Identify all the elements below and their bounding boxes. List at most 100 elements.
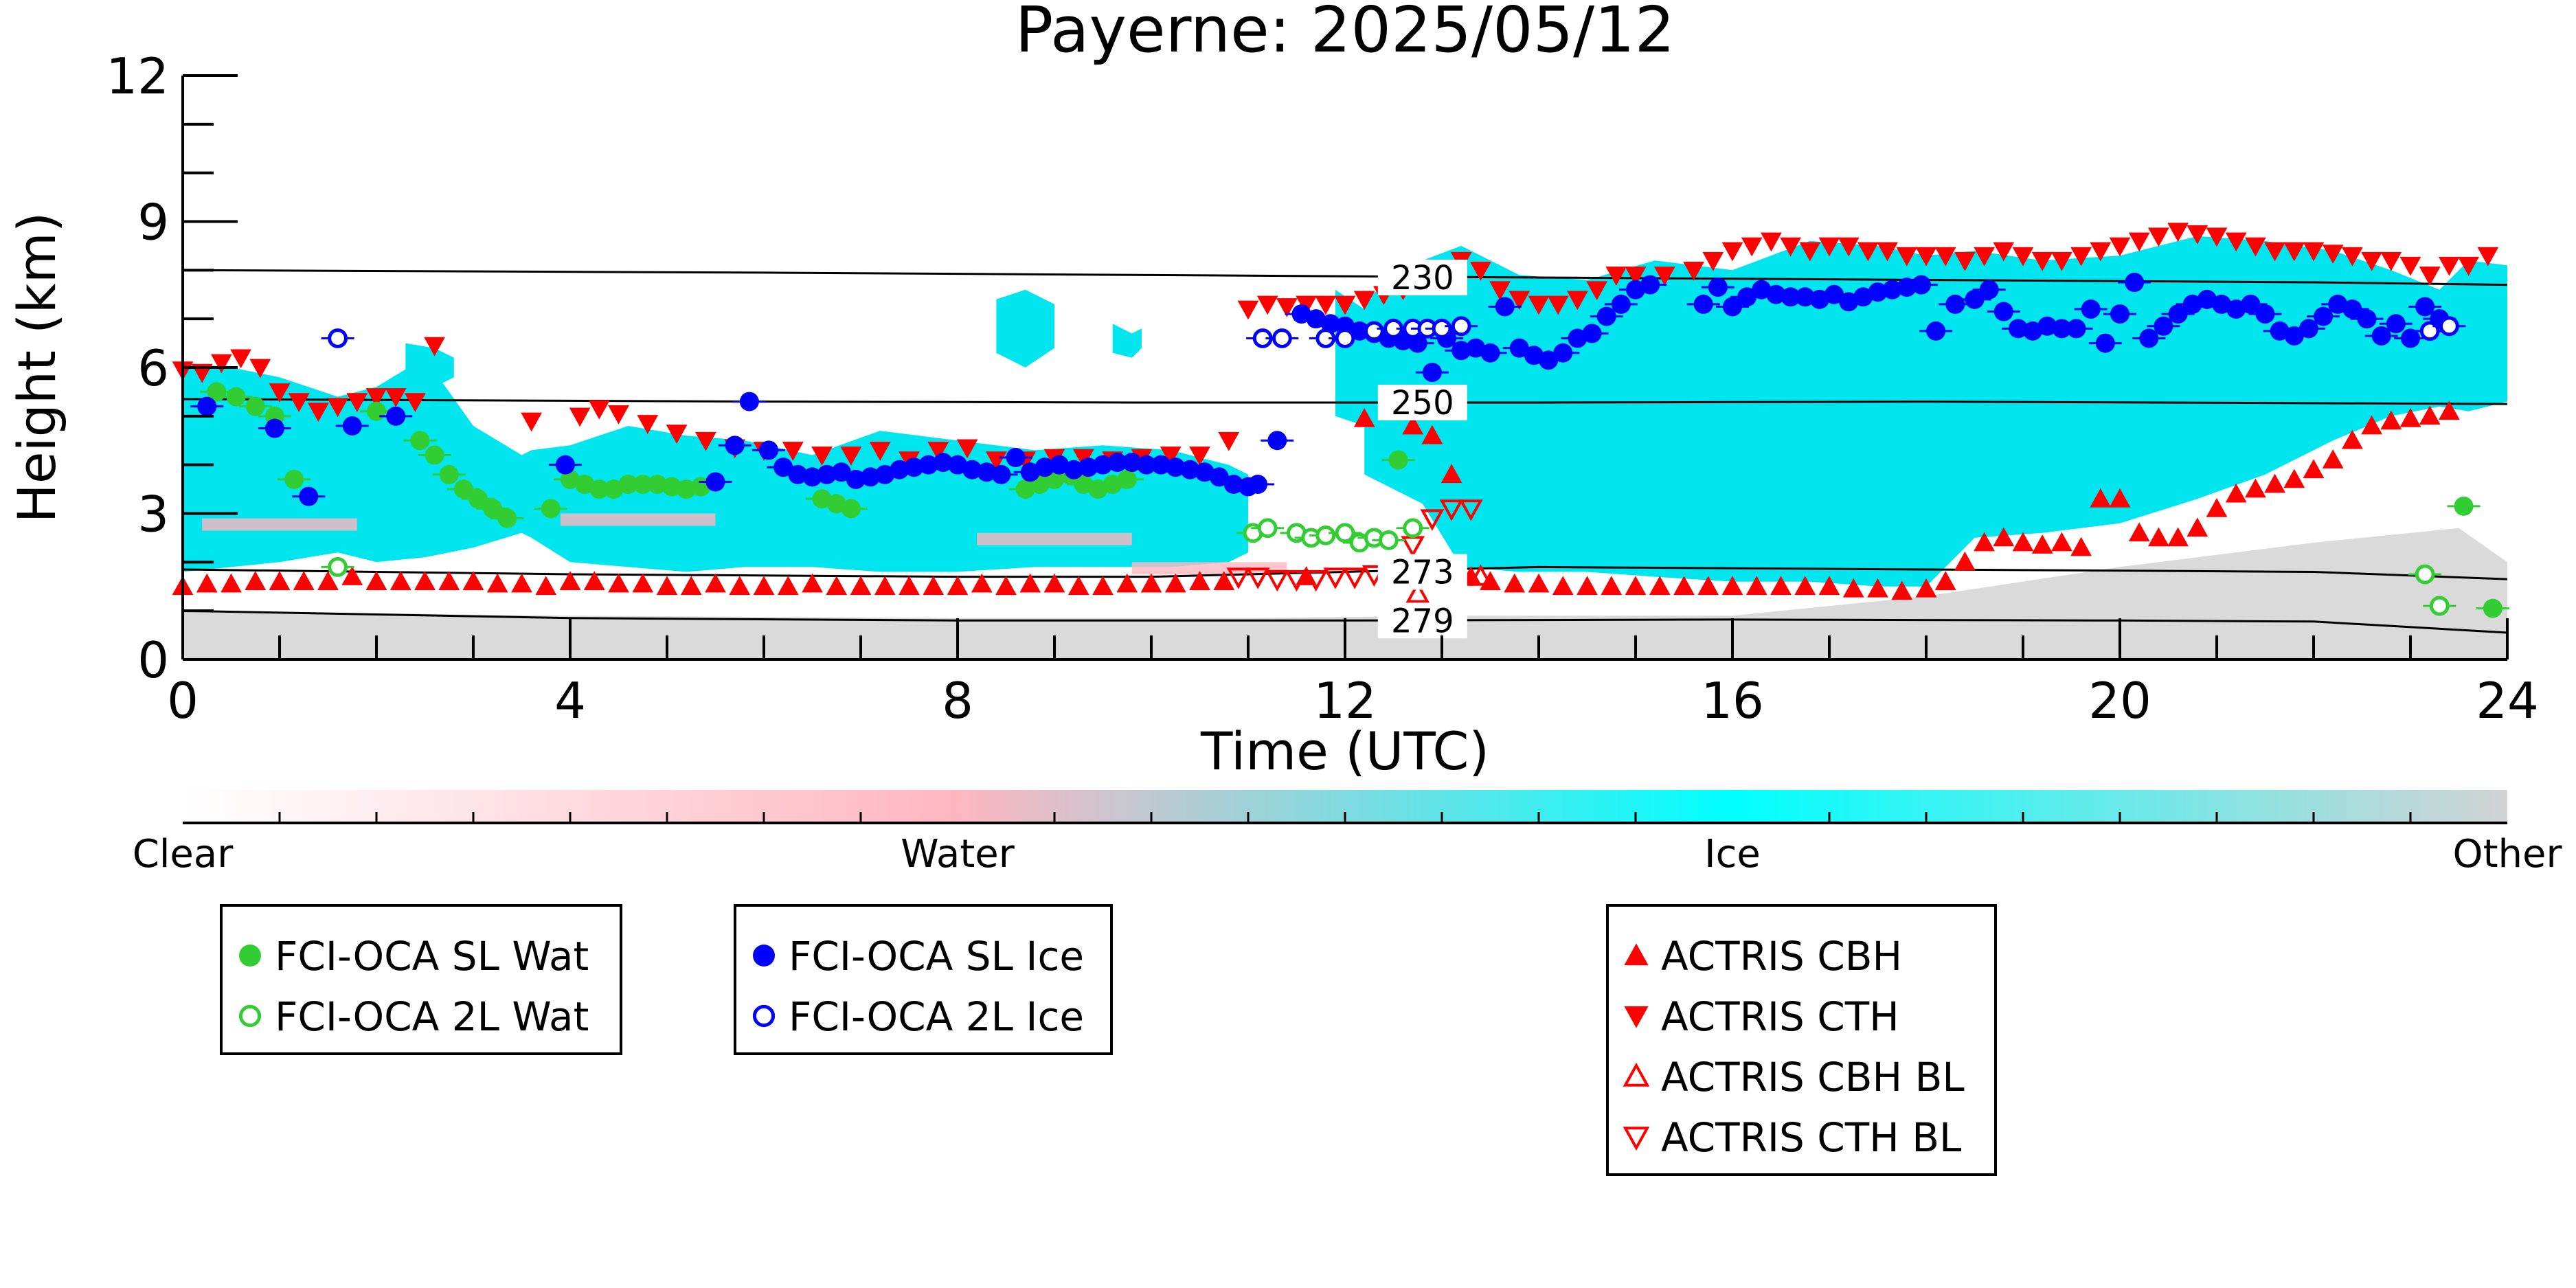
actris-cbh-point — [1402, 415, 1424, 435]
actris-cth-point — [1625, 267, 1647, 286]
actris-cth-point — [2322, 245, 2344, 264]
x-tick-label: 16 — [1701, 672, 1764, 730]
legend-label-actris-cbh: ACTRIS CBH — [1661, 933, 1902, 980]
chart-title: Payerne: 2025/05/12 — [1015, 0, 1675, 67]
legend-frame — [1606, 904, 1997, 1176]
fci-oca-sl-ice-point — [705, 472, 725, 492]
actris-cbh-point — [874, 576, 896, 596]
fci-oca-sl-ice-point — [1553, 343, 1573, 363]
fci-oca-sl-wat-point — [425, 445, 444, 465]
y-tick-label: 6 — [137, 339, 169, 397]
fci-oca-sl-ice-point — [1035, 457, 1054, 477]
colorbar-label-ice: Ice — [1704, 832, 1761, 877]
actris-cth-point — [2245, 237, 2266, 257]
actris-cbh-point — [1164, 573, 1186, 593]
actris-cbh-point — [705, 573, 726, 593]
actris-cth-point — [211, 354, 232, 374]
cloud-region-ice — [996, 289, 1054, 368]
actris-cth-point — [2187, 225, 2208, 245]
actris-cbh-point — [729, 576, 751, 596]
actris-cbh-point — [365, 571, 387, 590]
actris-cbh-point — [1601, 576, 1623, 596]
actris-cth-point — [1160, 447, 1182, 466]
actris-cth-point — [956, 439, 978, 459]
actris-cth-point — [1072, 449, 1094, 468]
actris-cbh-point — [995, 576, 1017, 596]
isotherm-line-279 — [183, 609, 2507, 634]
fci-oca-sl-ice-point — [890, 460, 909, 479]
fci-oca-sl-ice-point — [299, 486, 319, 506]
isotherm-layer — [183, 269, 2507, 634]
fci-oca-sl-ice-point — [1611, 294, 1631, 314]
fci-oca-sl-wat-point — [439, 464, 459, 484]
legend-marker-actris-cth-bl — [1623, 1127, 1650, 1151]
fci-oca-sl-ice-point — [1151, 455, 1171, 475]
fci-oca-sl-ice-point — [2241, 294, 2261, 314]
fci-oca-sl-ice-point — [1882, 280, 1902, 300]
legend-marker-fci-oca-2l-wat — [238, 1004, 262, 1028]
fci-oca-sl-ice-point — [725, 436, 745, 455]
actris-cth-point — [269, 383, 291, 403]
actris-cth-bl-point — [1323, 567, 1348, 589]
fci-oca-sl-wat-point — [410, 431, 430, 451]
fci-oca-sl-ice-point — [2371, 326, 2391, 346]
isotherm-line-230 — [183, 269, 2507, 286]
cloud-region-ice — [405, 343, 454, 387]
actris-cth-point — [1877, 242, 1898, 262]
actris-cth-point — [2031, 251, 2053, 271]
fci-oca-sl-ice-point — [773, 457, 793, 477]
actris-cth-point — [1218, 431, 1240, 451]
fci-oca-sl-ice-point — [1267, 431, 1287, 451]
fci-oca-sl-ice-point — [1078, 457, 1098, 477]
legend-marker-actris-cbh-bl — [1623, 1062, 1650, 1087]
legend-actris: ACTRIS CBH ACTRIS CTH ACTRIS CBH BL ACTRIS … — [1606, 904, 1997, 1176]
actris-cth-bl-point — [1265, 569, 1289, 592]
fci-oca-sl-ice-point — [264, 418, 284, 438]
actris-cbh-point — [2322, 449, 2344, 468]
actris-cbh-point — [245, 571, 267, 590]
actris-cth-point — [1857, 242, 1879, 262]
isotherm-label-bg — [1377, 554, 1467, 590]
actris-cth-point — [2109, 237, 2131, 257]
actris-cth-point — [2439, 256, 2460, 276]
actris-cbh-point — [583, 571, 605, 590]
fci-oca-sl-ice-point — [1006, 448, 1026, 468]
legend-item-actris-cth-bl: ACTRIS CTH BL — [1623, 1114, 1961, 1161]
actris-cth-point — [2303, 242, 2325, 262]
fci-oca-2l-wat-point — [1335, 523, 1355, 543]
actris-cbh-point — [632, 573, 654, 593]
actris-cbh-point — [608, 573, 629, 593]
actris-cbh-point — [2206, 498, 2228, 517]
actris-cth-point — [1489, 281, 1511, 301]
fci-oca-sl-ice-point — [1824, 284, 1844, 304]
fci-oca-sl-ice-point — [1422, 363, 1442, 383]
actris-cth-point — [637, 415, 659, 434]
actris-cth-point — [695, 431, 716, 451]
fci-oca-sl-ice-point — [759, 440, 779, 460]
isotherm-label-group: 273 — [1377, 554, 1467, 592]
actris-cbh-point — [2225, 483, 2247, 503]
actris-cth-point — [2090, 242, 2112, 262]
actris-cth-point — [1237, 300, 1259, 320]
actris-cbh-point — [1189, 571, 1210, 590]
actris-cbh-point — [1934, 571, 1956, 590]
actris-cbh-point — [2148, 527, 2169, 547]
actris-cth-bl-point — [1458, 499, 1483, 521]
actris-cth-point — [1818, 237, 1840, 257]
actris-cbh-point — [1915, 578, 1937, 598]
legend-item-fci-oca-2l-ice: FCI-OCA 2L Ice — [752, 993, 1084, 1040]
actris-cth-point — [2477, 247, 2499, 267]
actris-cbh-point — [1577, 576, 1598, 596]
phase-colorbar: Clear Water Ice Other — [133, 790, 2562, 877]
actris-cth-point — [2342, 247, 2363, 267]
y-axis-label: Height (km) — [6, 212, 67, 523]
actris-cbh-point — [1697, 576, 1719, 596]
data-points-layer: 230 250 273 279 — [172, 223, 2509, 640]
fci-oca-sl-wat-point — [468, 489, 488, 509]
actris-cbh-point — [2128, 522, 2150, 542]
actris-cth-point — [2458, 256, 2479, 276]
fci-oca-sl-wat-point — [662, 477, 682, 497]
actris-cbh-point — [2419, 405, 2441, 425]
legend-frame — [220, 904, 622, 1055]
fci-oca-sl-ice-point — [1993, 302, 2013, 321]
